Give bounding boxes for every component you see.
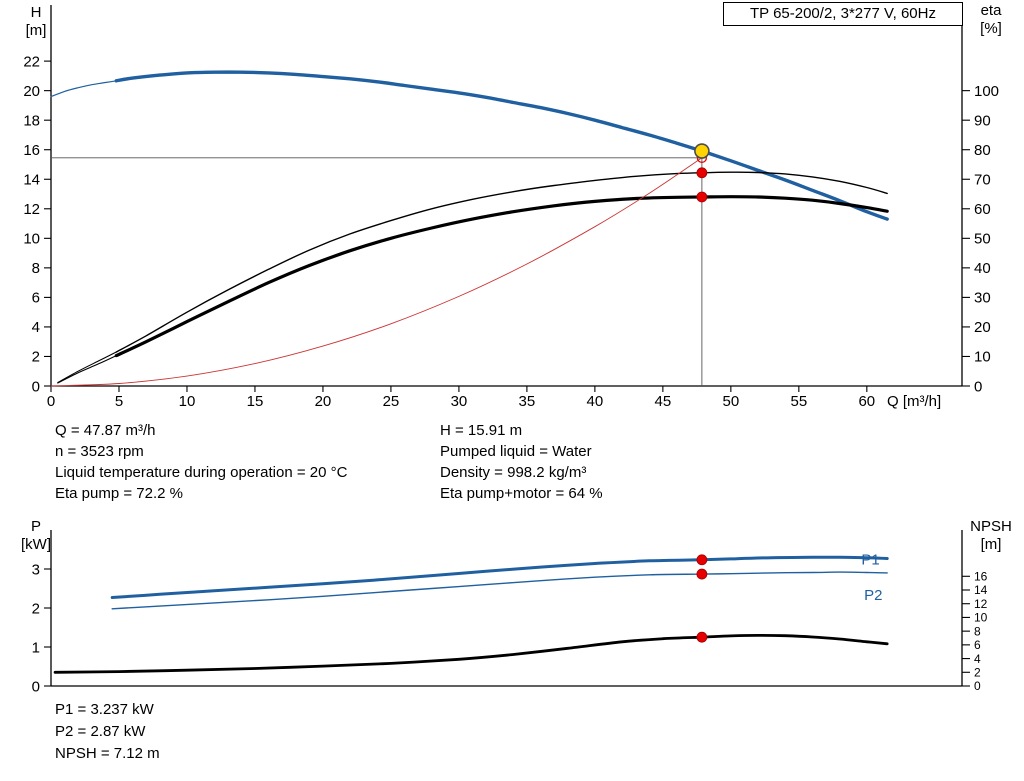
- x-tick-label: 55: [790, 393, 807, 410]
- p1-marker: [696, 554, 708, 566]
- head-axis-title: H [m]: [14, 4, 58, 40]
- p2-curve-label: P2: [864, 587, 882, 604]
- head-axis-title-line2: [m]: [25, 22, 47, 39]
- p1-curve: [110, 555, 889, 599]
- right-tick-label: 0: [974, 679, 981, 693]
- x-tick-label: 10: [179, 393, 196, 410]
- right-tick-label: 40: [974, 260, 991, 277]
- info-line-liquid: Pumped liquid = Water: [440, 443, 592, 460]
- head-curve: [114, 70, 889, 221]
- left-tick-label: 8: [32, 260, 40, 277]
- right-tick-label: 30: [974, 290, 991, 307]
- eta-pump-marker: [696, 167, 708, 179]
- result-line-npsh: NPSH = 7.12 m: [55, 745, 160, 762]
- info-line-eta-pump-motor: Eta pump+motor = 64 %: [440, 485, 603, 502]
- npsh-axis-title-line1: NPSH: [970, 518, 1012, 535]
- info-line-temperature: Liquid temperature during operation = 20…: [55, 464, 348, 481]
- left-tick-label: 12: [23, 201, 40, 218]
- pump-title-box: TP 65-200/2, 3*277 V, 60Hz: [723, 2, 963, 26]
- result-line-p1: P1 = 3.237 kW: [55, 701, 154, 718]
- left-tick-label: 3: [32, 561, 40, 578]
- duty-point-marker[interactable]: [694, 143, 710, 159]
- left-tick-label: 0: [32, 378, 40, 395]
- left-tick-label: 18: [23, 112, 40, 129]
- x-tick-label: 40: [587, 393, 604, 410]
- right-tick-label: 10: [974, 611, 988, 625]
- right-tick-label: 10: [974, 349, 991, 366]
- x-tick-label: 25: [383, 393, 400, 410]
- duty-info-right: H = 15.91 m Pumped liquid = Water Densit…: [440, 420, 603, 504]
- eta-axis-title-line2: [%]: [980, 20, 1002, 37]
- right-tick-label: 100: [974, 83, 999, 100]
- info-line-eta-pump: Eta pump = 72.2 %: [55, 485, 183, 502]
- eta-pump-motor-curve-lowflow: [57, 355, 117, 384]
- right-tick-label: 80: [974, 142, 991, 159]
- x-tick-label: 20: [315, 393, 332, 410]
- right-tick-label: 12: [974, 597, 988, 611]
- left-tick-label: 14: [23, 172, 40, 189]
- flow-axis-title: Q [m³/h]: [887, 393, 942, 410]
- x-tick-label: 5: [115, 393, 123, 410]
- right-tick-label: 70: [974, 172, 991, 189]
- info-line-density: Density = 998.2 kg/m³: [440, 464, 587, 481]
- qh-eta-chart: 0246810121416182022010203040506070809010…: [23, 5, 999, 410]
- system-curve: [50, 157, 703, 387]
- right-tick-label: 60: [974, 201, 991, 218]
- eta-pump-curve-lowflow: [57, 351, 117, 384]
- power-axis-title: P [kW]: [10, 518, 62, 554]
- eta-pump-curve: [115, 171, 888, 353]
- npsh-curve: [53, 633, 889, 674]
- x-tick-label: 60: [858, 393, 875, 410]
- info-line-head: H = 15.91 m: [440, 422, 523, 439]
- left-tick-label: 4: [32, 319, 40, 336]
- power-axis-title-line1: P: [30, 518, 41, 535]
- p2-marker: [696, 568, 708, 580]
- x-tick-label: 15: [247, 393, 264, 410]
- head-curve-lowflow: [50, 80, 117, 98]
- pump-title: TP 65-200/2, 3*277 V, 60Hz: [750, 5, 936, 22]
- head-axis-title-line1: H: [30, 4, 42, 21]
- eta-axis-title: eta [%]: [966, 2, 1016, 38]
- right-tick-label: 14: [974, 583, 988, 597]
- p1-curve-label: P1: [861, 551, 879, 568]
- right-tick-label: 0: [974, 378, 982, 395]
- results-block: P1 = 3.237 kW P2 = 2.87 kW NPSH = 7.12 m: [55, 699, 160, 765]
- left-tick-label: 2: [32, 349, 40, 366]
- x-tick-label: 35: [519, 393, 536, 410]
- right-tick-label: 8: [974, 624, 981, 638]
- x-tick-label: 50: [723, 393, 740, 410]
- eta-axis-title-line1: eta: [980, 2, 1002, 19]
- p2-curve: [111, 571, 888, 610]
- right-tick-label: 50: [974, 231, 991, 248]
- npsh-marker: [696, 631, 708, 643]
- x-tick-label: 0: [47, 393, 55, 410]
- power-axis-title-line2: [kW]: [21, 536, 51, 553]
- left-tick-label: 0: [32, 678, 40, 695]
- x-tick-label: 45: [655, 393, 672, 410]
- npsh-axis-title-line2: [m]: [980, 536, 1002, 553]
- info-line-q: Q = 47.87 m³/h: [55, 422, 156, 439]
- left-tick-label: 1: [32, 639, 40, 656]
- duty-info-left: Q = 47.87 m³/h n = 3523 rpm Liquid tempe…: [55, 420, 347, 504]
- eta-pump-motor-curve: [114, 195, 889, 358]
- result-line-p2: P2 = 2.87 kW: [55, 723, 146, 740]
- right-tick-label: 90: [974, 112, 991, 129]
- right-tick-label: 4: [974, 652, 981, 666]
- eta-pump-motor-marker: [696, 191, 708, 203]
- left-tick-label: 20: [23, 83, 40, 100]
- left-tick-label: 6: [32, 290, 40, 307]
- npsh-axis-title: NPSH [m]: [962, 518, 1020, 554]
- left-tick-label: 16: [23, 142, 40, 159]
- left-tick-label: 22: [23, 53, 40, 70]
- right-tick-label: 2: [974, 665, 981, 679]
- x-tick-label: 30: [451, 393, 468, 410]
- left-tick-label: 2: [32, 600, 40, 617]
- right-tick-label: 16: [974, 569, 988, 583]
- right-tick-label: 6: [974, 638, 981, 652]
- right-tick-label: 20: [974, 319, 991, 336]
- info-line-speed: n = 3523 rpm: [55, 443, 144, 460]
- left-tick-label: 10: [23, 231, 40, 248]
